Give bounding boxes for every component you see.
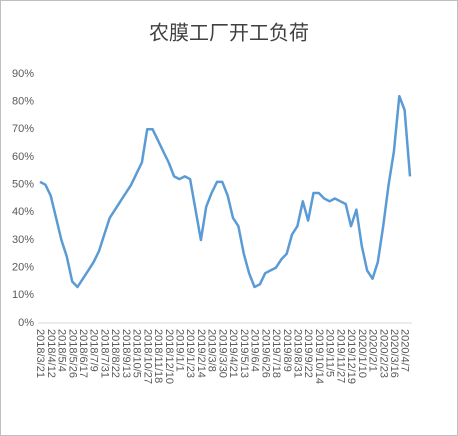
y-tick-label: 10%: [12, 289, 34, 301]
x-tick-label: 2019/8/9: [281, 329, 293, 372]
x-tick-label: 2018/8/22: [109, 329, 121, 378]
x-tick-label: 2019/6/26: [259, 329, 271, 378]
y-tick-label: 30%: [12, 234, 34, 246]
x-tick-label: 2019/6/4: [249, 329, 261, 372]
x-tick-label: 2018/7/9: [88, 329, 100, 372]
x-tick-label: 2019/3/30: [216, 329, 228, 378]
x-tick-label: 2020/1/10: [356, 329, 368, 378]
x-tick-label: 2018/11/18: [152, 329, 164, 383]
y-tick-label: 90%: [12, 68, 34, 80]
x-tick-label: 2018/12/10: [163, 329, 175, 384]
y-tick-label: 50%: [12, 179, 34, 191]
x-tick-label: 2018/10/27: [141, 329, 153, 384]
x-tick-label: 2018/6/17: [77, 329, 89, 378]
x-tick-label: 2018/7/31: [98, 329, 110, 378]
x-tick-label: 2019/7/18: [270, 329, 282, 378]
x-tick-label: 2019/2/14: [195, 329, 207, 378]
x-tick-label: 2018/5/4: [56, 329, 68, 372]
x-tick-label: 2019/10/14: [313, 329, 325, 384]
x-tick-label: 2019/8/31: [291, 329, 303, 378]
x-tick-label: 2020/2/23: [377, 329, 389, 378]
x-tick-label: 2019/5/13: [238, 329, 250, 378]
y-tick-label: 20%: [12, 262, 34, 274]
y-tick-label: 80%: [12, 96, 34, 108]
x-tick-label: 2019/11/5: [324, 329, 336, 377]
y-tick-label: 40%: [12, 206, 34, 218]
x-tick-label: 2018/3/21: [34, 329, 46, 378]
x-tick-label: 2019/4/21: [227, 329, 239, 378]
x-tick-label: 2018/5/26: [66, 329, 78, 378]
x-tick-label: 2019/11/27: [334, 329, 346, 383]
x-tick-label: 2020/4/7: [399, 329, 411, 372]
x-tick-label: 2019/12/19: [345, 329, 357, 384]
x-tick-label: 2019/3/8: [206, 329, 218, 372]
line-series: [39, 94, 412, 289]
x-tick-label: 2018/9/13: [120, 329, 132, 378]
x-tick-label: 2019/1/1: [174, 329, 186, 372]
y-tick-label: 60%: [12, 151, 34, 163]
x-tick-label: 2019/1/23: [184, 329, 196, 378]
x-tick-label: 2020/2/1: [367, 329, 379, 372]
y-tick-label: 0%: [18, 317, 34, 329]
y-tick-label: 70%: [12, 123, 34, 135]
x-tick-label: 2019/9/22: [302, 329, 314, 378]
chart-title: 农膜工厂开工负荷: [149, 21, 309, 45]
x-tick-label: 2020/3/16: [388, 329, 400, 378]
x-tick-label: 2018/4/12: [45, 329, 57, 378]
x-tick-label: 2018/10/5: [131, 329, 143, 378]
